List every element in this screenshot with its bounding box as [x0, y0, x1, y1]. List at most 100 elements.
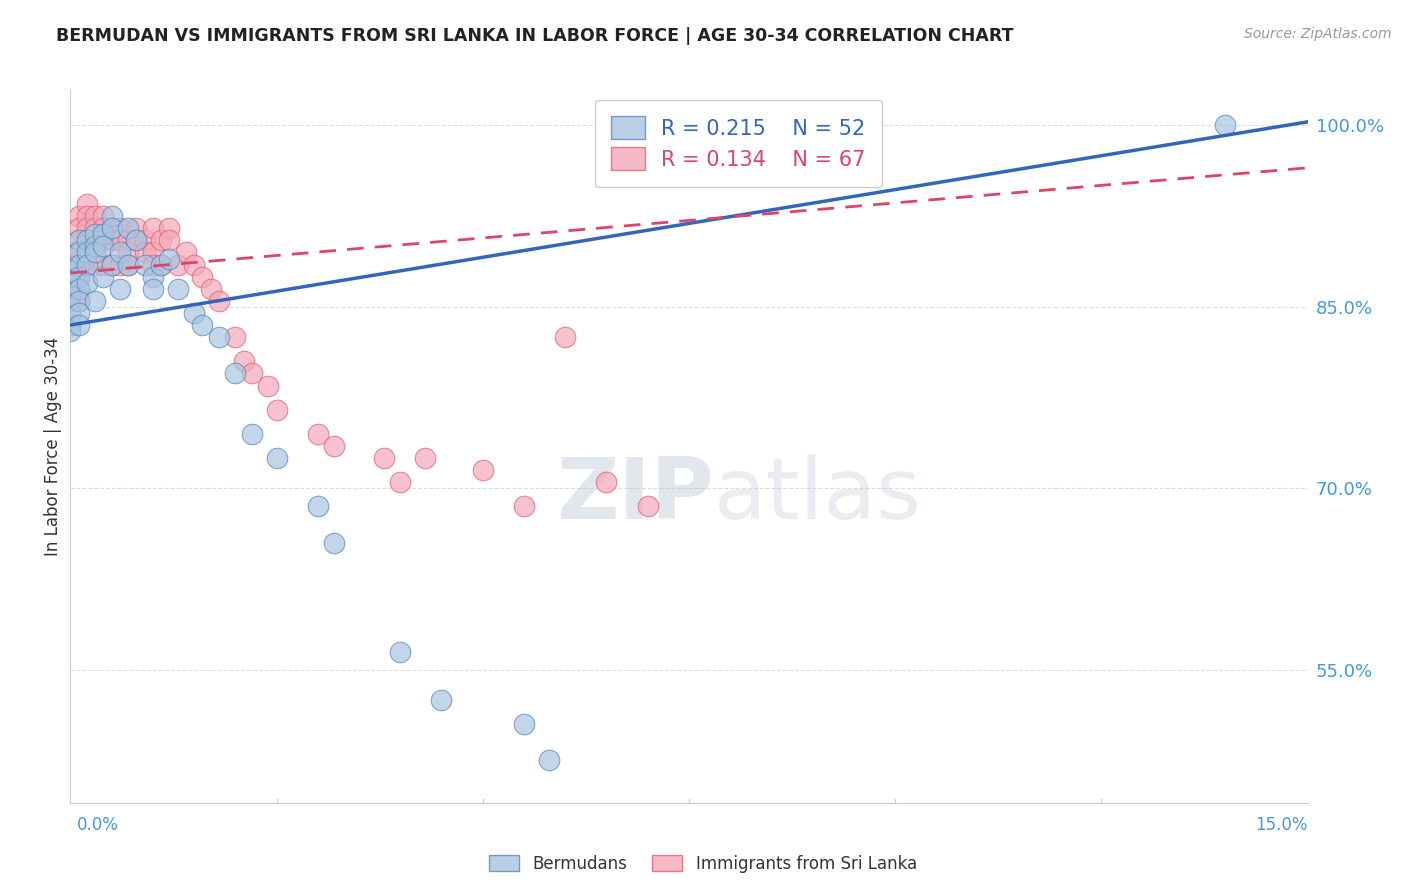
Point [513, 717, 536, 731]
Y-axis label: In Labor Force | Age 30-34: In Labor Force | Age 30-34 [44, 336, 62, 556]
Point [117, 258, 139, 272]
Point [142, 221, 165, 235]
Point [91, 209, 114, 223]
Point [100, 233, 122, 247]
Point [125, 233, 148, 247]
Point [91, 258, 114, 272]
Point [59, 293, 82, 308]
Point [59, 269, 82, 284]
Point [307, 426, 329, 441]
Point [224, 367, 246, 381]
Point [142, 282, 165, 296]
Point [191, 318, 214, 332]
Point [595, 475, 617, 490]
Text: ZIP: ZIP [555, 454, 714, 538]
Point [91, 221, 114, 235]
Point [108, 221, 131, 235]
Point [84, 245, 107, 260]
Point [142, 245, 165, 260]
Point [59, 288, 82, 302]
Point [67, 258, 90, 272]
Point [108, 282, 131, 296]
Point [117, 258, 139, 272]
Point [208, 293, 231, 308]
Point [76, 276, 98, 290]
Text: Source: ZipAtlas.com: Source: ZipAtlas.com [1244, 27, 1392, 41]
Point [134, 233, 156, 247]
Point [200, 282, 222, 296]
Point [150, 258, 173, 272]
Point [208, 330, 231, 344]
Point [142, 258, 165, 272]
Point [59, 306, 82, 320]
Point [67, 245, 90, 260]
Point [59, 258, 82, 272]
Point [554, 330, 576, 344]
Point [389, 645, 412, 659]
Point [76, 258, 98, 272]
Point [323, 535, 346, 549]
Point [91, 239, 114, 253]
Point [134, 245, 156, 260]
Text: 0.0%: 0.0% [77, 816, 120, 834]
Point [67, 245, 90, 260]
Point [67, 293, 90, 308]
Point [266, 451, 288, 466]
Point [150, 258, 173, 272]
Point [67, 269, 90, 284]
Point [142, 269, 165, 284]
Point [91, 233, 114, 247]
Point [59, 276, 82, 290]
Point [67, 318, 90, 332]
Text: 15.0%: 15.0% [1256, 816, 1308, 834]
Point [76, 209, 98, 223]
Point [59, 324, 82, 338]
Point [224, 330, 246, 344]
Point [266, 402, 288, 417]
Point [76, 245, 98, 260]
Point [76, 233, 98, 247]
Point [117, 221, 139, 235]
Point [76, 233, 98, 247]
Point [157, 221, 180, 235]
Point [67, 233, 90, 247]
Point [537, 754, 560, 768]
Point [257, 378, 280, 392]
Point [67, 258, 90, 272]
Point [513, 500, 536, 514]
Point [471, 463, 494, 477]
Point [373, 451, 395, 466]
Point [117, 233, 139, 247]
Point [67, 269, 90, 284]
Point [59, 263, 82, 277]
Text: atlas: atlas [714, 454, 922, 538]
Point [84, 233, 107, 247]
Point [323, 439, 346, 453]
Point [307, 500, 329, 514]
Point [84, 239, 107, 253]
Point [76, 197, 98, 211]
Point [232, 354, 254, 368]
Point [166, 282, 188, 296]
Point [108, 258, 131, 272]
Point [84, 221, 107, 235]
Point [84, 209, 107, 223]
Point [240, 426, 263, 441]
Point [100, 221, 122, 235]
Point [174, 245, 197, 260]
Point [100, 258, 122, 272]
Point [59, 245, 82, 260]
Point [100, 209, 122, 223]
Legend: R = 0.215    N = 52, R = 0.134    N = 67: R = 0.215 N = 52, R = 0.134 N = 67 [595, 100, 883, 186]
Point [166, 258, 188, 272]
Point [191, 269, 214, 284]
Point [183, 306, 205, 320]
Point [84, 258, 107, 272]
Point [240, 367, 263, 381]
Point [150, 233, 173, 247]
Point [76, 258, 98, 272]
Point [183, 258, 205, 272]
Point [125, 233, 148, 247]
Point [67, 282, 90, 296]
Legend: Bermudans, Immigrants from Sri Lanka: Bermudans, Immigrants from Sri Lanka [482, 848, 924, 880]
